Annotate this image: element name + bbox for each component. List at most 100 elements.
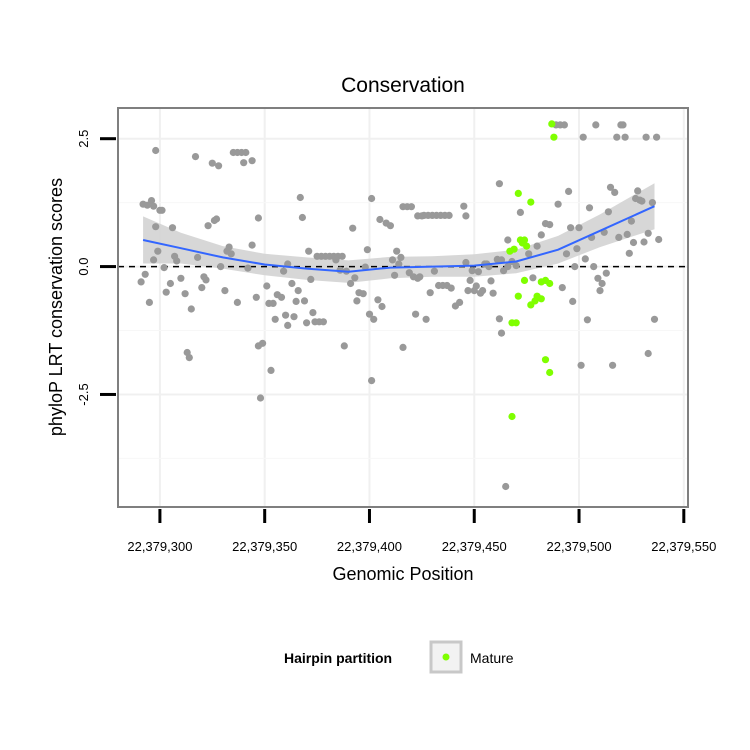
other-point [426, 289, 434, 297]
other-point [294, 287, 302, 295]
other-point [558, 284, 566, 292]
y-axis-title: phyloP LRT conservation scores [46, 178, 66, 436]
x-tick-label: 22,379,350 [232, 539, 297, 554]
other-point [168, 224, 177, 232]
other-point [365, 310, 374, 318]
other-point [152, 223, 160, 231]
other-point [353, 297, 361, 305]
other-point [332, 256, 340, 264]
other-point [399, 343, 407, 351]
other-point [338, 252, 346, 260]
other-point [319, 318, 327, 326]
mature-point [527, 198, 535, 206]
other-point [560, 121, 569, 129]
other-point [221, 287, 229, 295]
other-point [504, 263, 512, 271]
mature-point [537, 295, 545, 303]
other-point [495, 180, 503, 188]
other-point [147, 197, 156, 205]
other-point [191, 153, 200, 161]
other-point [388, 256, 397, 264]
other-point [397, 253, 405, 261]
other-point [150, 256, 158, 264]
other-point [145, 298, 153, 306]
other-point [160, 264, 168, 272]
other-point [611, 188, 619, 196]
other-point [565, 187, 573, 195]
other-point [248, 157, 256, 165]
other-point [173, 257, 181, 265]
other-point [244, 264, 252, 272]
other-point [497, 329, 506, 337]
other-point [374, 296, 382, 304]
other-point [181, 290, 189, 298]
other-point [546, 221, 554, 229]
other-point [217, 263, 225, 271]
mature-point [537, 278, 545, 286]
mature-point [541, 356, 550, 364]
other-point [602, 269, 610, 277]
other-point [495, 315, 503, 323]
other-point [137, 278, 145, 286]
other-point [256, 394, 265, 402]
other-point [650, 315, 659, 323]
other-point [267, 366, 275, 374]
other-point [581, 255, 589, 263]
other-point [368, 377, 376, 385]
other-point [504, 236, 512, 244]
x-tick-label: 22,379,450 [442, 539, 507, 554]
mature-point [510, 245, 518, 253]
other-point [376, 215, 384, 224]
other-point [370, 315, 378, 323]
other-point [166, 279, 174, 288]
other-point [271, 315, 279, 323]
other-point [422, 315, 430, 323]
other-point [187, 305, 195, 313]
other-point [462, 212, 470, 220]
other-point [623, 230, 631, 238]
x-tick-label: 22,379,550 [651, 539, 716, 554]
other-point [487, 277, 495, 285]
other-point [430, 267, 438, 275]
other-point [575, 224, 583, 232]
other-point [412, 310, 420, 318]
other-point [252, 293, 260, 301]
legend-title: Hairpin partition [284, 650, 392, 666]
other-point [233, 298, 241, 306]
other-point [282, 311, 290, 319]
other-point [604, 208, 613, 216]
mature-point [550, 133, 558, 141]
other-point [583, 316, 592, 324]
other-point [248, 241, 256, 249]
other-point [497, 256, 506, 264]
other-point [395, 260, 403, 268]
other-point [462, 258, 470, 267]
other-point [158, 206, 166, 214]
other-point [368, 194, 376, 203]
mature-point [548, 120, 556, 128]
other-point [277, 293, 286, 301]
other-point [648, 199, 657, 207]
other-point [296, 193, 304, 202]
other-point [254, 214, 262, 222]
other-point [625, 249, 633, 257]
other-point [177, 274, 185, 282]
mature-point [523, 242, 531, 250]
other-point [290, 313, 298, 321]
other-point [594, 274, 602, 282]
other-point [627, 217, 636, 225]
other-point [363, 246, 371, 254]
other-point [596, 287, 604, 295]
other-point [198, 284, 206, 292]
other-point [567, 224, 575, 232]
other-point [489, 289, 497, 297]
other-point [240, 159, 248, 167]
other-point [655, 235, 663, 244]
other-point [562, 250, 571, 258]
other-point [309, 309, 317, 317]
other-point [225, 243, 233, 251]
other-point [263, 282, 271, 290]
other-point [162, 288, 170, 296]
y-tick-label: -2.5 [76, 383, 91, 405]
